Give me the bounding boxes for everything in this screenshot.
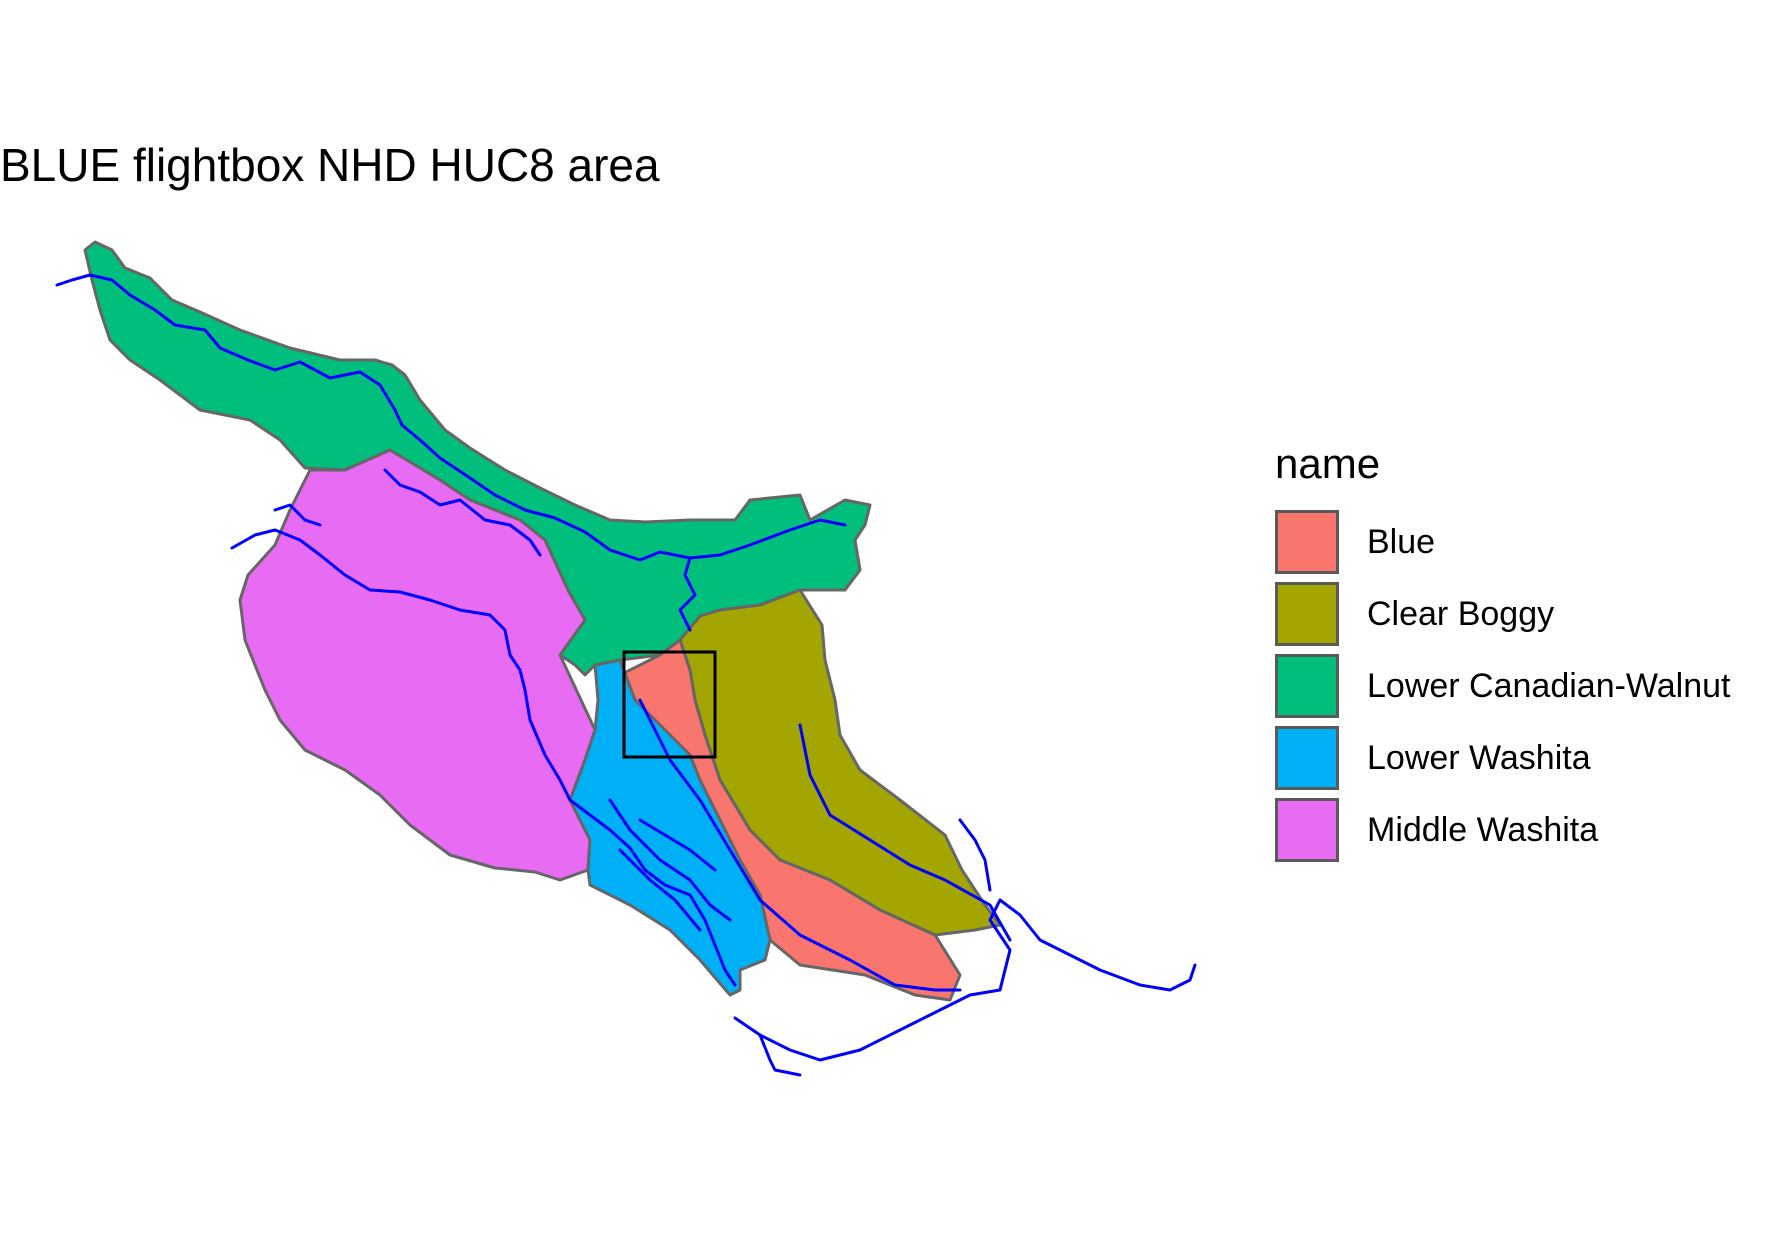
river-clear-boggy [798, 723, 1012, 942]
river-washita [230, 528, 737, 987]
map-title: BLUE flightbox NHD HUC8 area [0, 139, 660, 191]
legend-label-lower-canadian-walnut: Lower Canadian-Walnut [1367, 666, 1731, 705]
river-canadian [55, 273, 847, 562]
river-network [55, 273, 1197, 1077]
region-lower-canadian-walnut [83, 240, 872, 677]
legend-label-clear-boggy: Clear Boggy [1367, 594, 1555, 633]
river-north-canadian [678, 556, 697, 632]
legend-label-blue: Blue [1367, 522, 1436, 561]
legend-title: name [1275, 440, 1381, 487]
river-clear-boggy-trib [958, 818, 992, 892]
legend-swatch-blue [1275, 510, 1339, 574]
legend-item-clear-boggy: Clear Boggy [1275, 578, 1731, 650]
legend-item-lower-washita: Lower Washita [1275, 722, 1731, 794]
flightbox-outline [622, 650, 717, 759]
legend-label-lower-washita: Lower Washita [1367, 738, 1591, 777]
legend: name Blue Clear Boggy Lower Canadian-Wal… [1275, 440, 1731, 866]
legend-label-middle-washita: Middle Washita [1367, 810, 1599, 849]
legend-swatch-lower-canadian-walnut [1275, 654, 1339, 718]
legend-item-middle-washita: Middle Washita [1275, 794, 1731, 866]
huc8-regions [83, 240, 1002, 1002]
river-red [733, 898, 1197, 1062]
legend-swatch-lower-washita [1275, 726, 1339, 790]
legend-item-lower-canadian-walnut: Lower Canadian-Walnut [1275, 650, 1731, 722]
legend-swatch-clear-boggy [1275, 582, 1339, 646]
river-washita-trib [273, 503, 322, 527]
river-red-lower [758, 1033, 802, 1077]
river-blue [638, 698, 962, 992]
river-canadian-branch [383, 468, 542, 557]
region-middle-washita [238, 448, 597, 882]
river-lower-washita-tribs [608, 798, 732, 932]
legend-swatch-middle-washita [1275, 798, 1339, 862]
legend-item-blue: Blue [1275, 506, 1731, 578]
